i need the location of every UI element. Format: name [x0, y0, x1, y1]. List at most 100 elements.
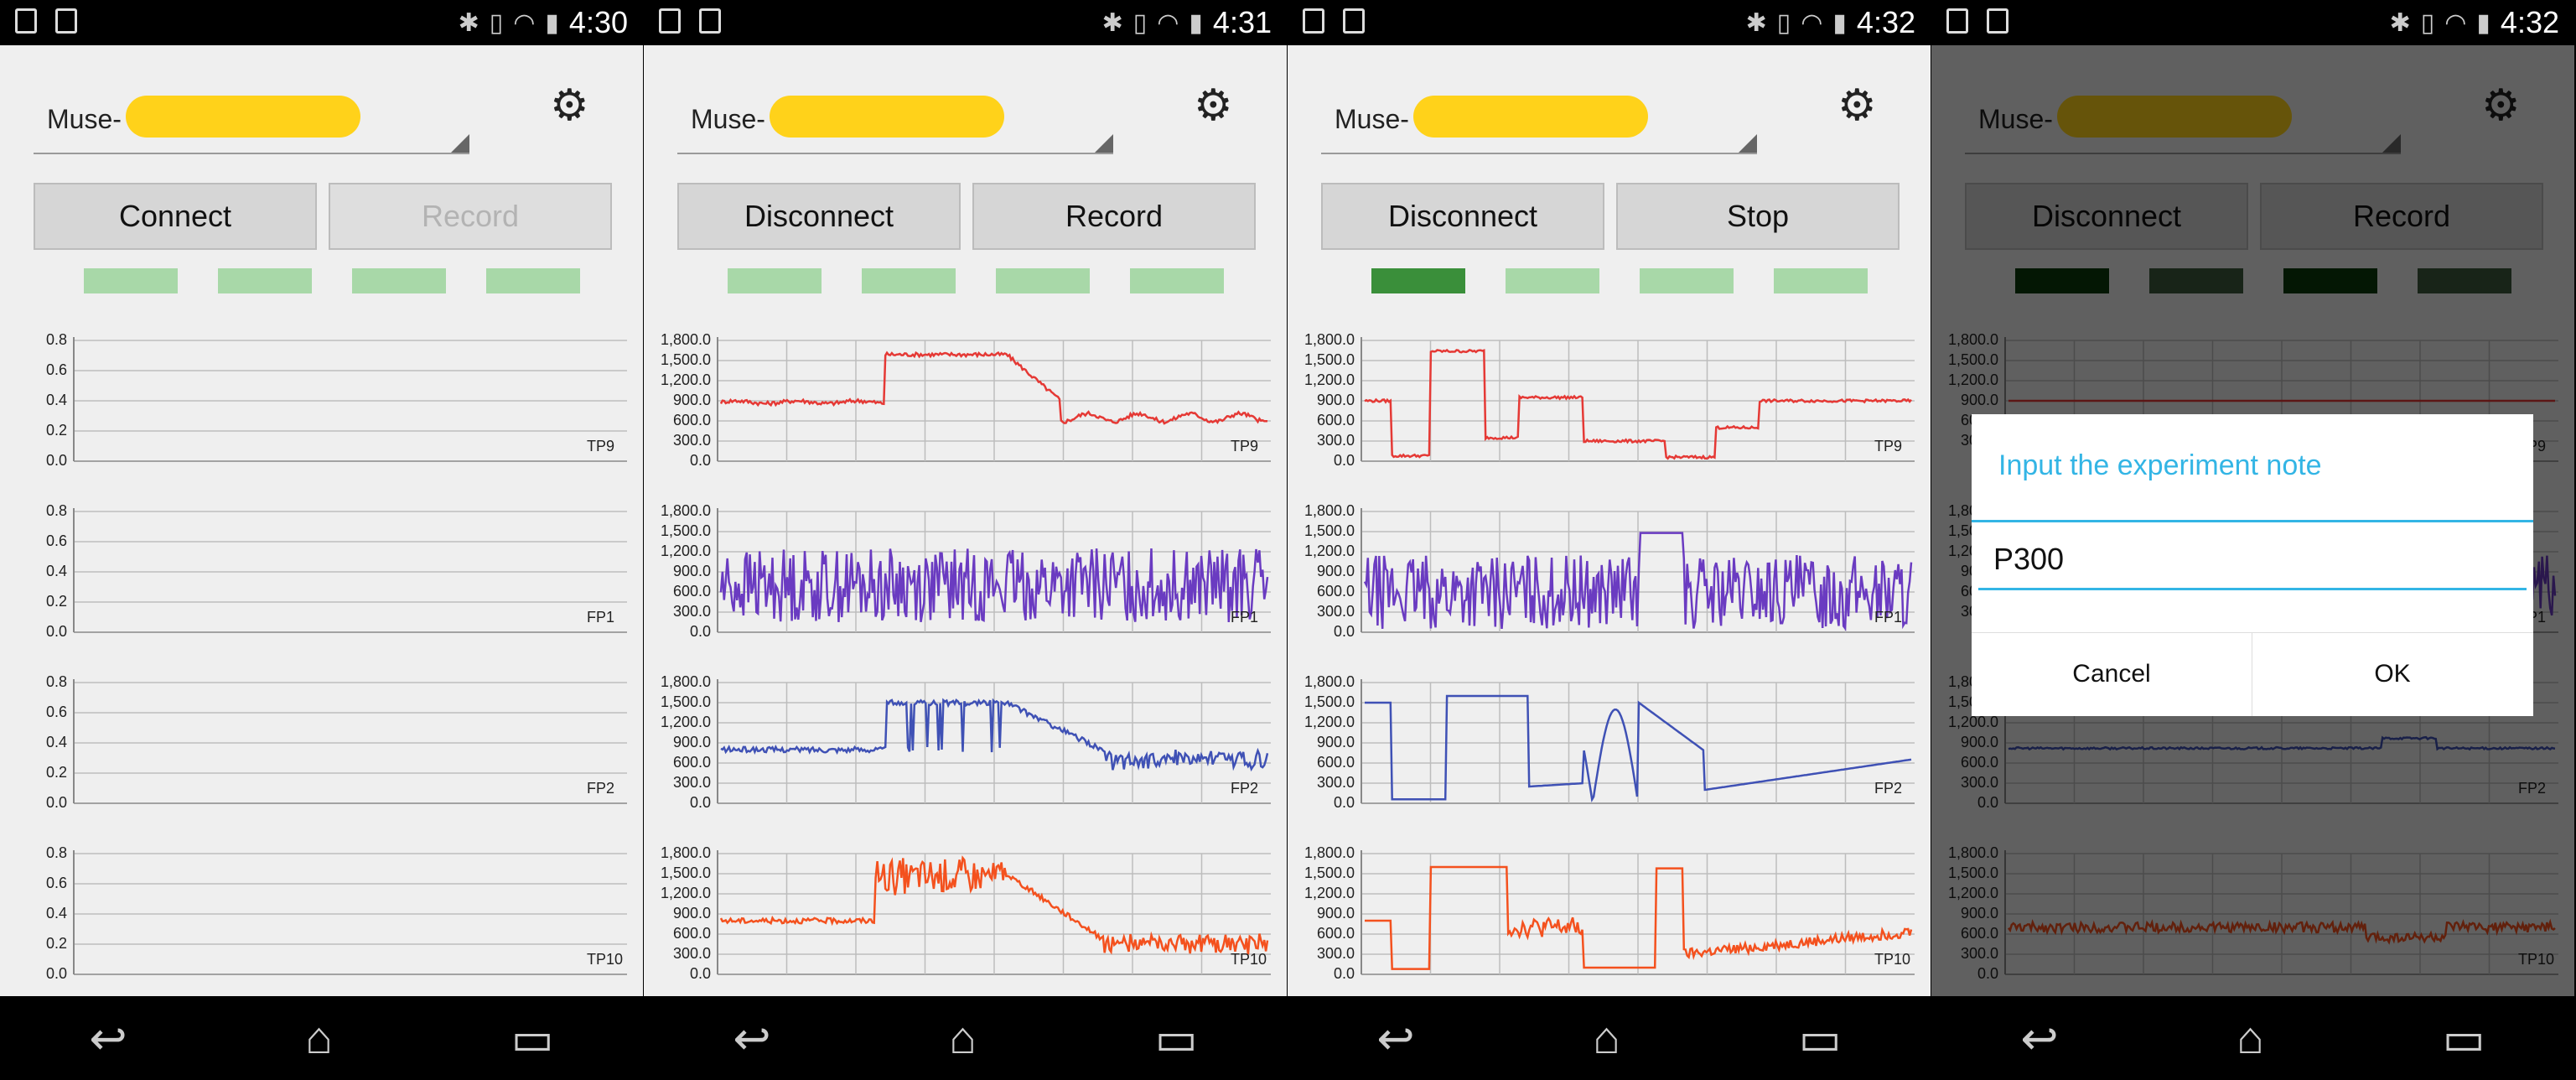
dialog-title: Input the experiment note	[1998, 449, 2322, 481]
wifi-icon: ◠	[2444, 8, 2467, 37]
device-spinner[interactable]: Muse-	[34, 86, 469, 154]
home-icon[interactable]: ⌂	[1593, 1013, 1620, 1063]
y-tick-label: 0.0	[689, 452, 711, 469]
home-icon[interactable]: ⌂	[949, 1013, 977, 1063]
recents-icon[interactable]: ▭	[1798, 1013, 1842, 1064]
device-label: Muse-	[691, 104, 765, 134]
chart-plot	[73, 508, 627, 633]
signal-line-tp10	[1365, 865, 1913, 970]
recents-icon[interactable]: ▭	[2442, 1013, 2485, 1064]
back-icon[interactable]: ↩	[1376, 1013, 1415, 1064]
device-spinner[interactable]: Muse-	[1321, 86, 1757, 154]
y-tick-label: 1,500.0	[1304, 865, 1355, 881]
y-tick-label: 300.0	[672, 774, 711, 791]
y-tick-label: 300.0	[672, 432, 711, 449]
vibrate-icon: ▯	[489, 8, 504, 37]
y-tick-label: 1,500.0	[660, 865, 711, 881]
wifi-icon: ◠	[1801, 8, 1823, 37]
status-bar: ✱ ▯ ◠ ▮ 4:30	[0, 0, 643, 45]
y-tick-label: 0.2	[45, 593, 67, 610]
status-bar: ✱ ▯ ◠ ▮ 4:31	[644, 0, 1287, 45]
vibrate-icon: ▯	[2420, 8, 2435, 37]
channel-label: FP2	[587, 780, 615, 797]
sensor-indicator-1	[84, 268, 178, 293]
channel-label: FP1	[1231, 609, 1259, 626]
status-left-icons	[659, 8, 721, 34]
clock: 4:32	[1856, 5, 1915, 39]
home-icon[interactable]: ⌂	[2237, 1013, 2264, 1063]
bluetooth-icon: ✱	[458, 8, 479, 37]
record-button[interactable]: Record	[972, 183, 1256, 250]
gear-icon[interactable]: ⚙	[1194, 81, 1233, 130]
channel-label: TP10	[1874, 951, 1911, 968]
wifi-icon: ◠	[513, 8, 536, 37]
y-tick-label: 900.0	[1316, 905, 1355, 922]
y-tick-label: 1,800.0	[660, 502, 711, 519]
y-tick-label: 600.0	[1316, 925, 1355, 942]
sensor-indicator-1	[1371, 268, 1465, 293]
dropdown-corner-icon	[451, 134, 469, 153]
battery-icon: ▮	[1832, 8, 1847, 37]
y-tick-label: 0.0	[1333, 452, 1355, 469]
y-tick-label: 300.0	[1316, 603, 1355, 620]
disconnect-button[interactable]: Disconnect	[677, 183, 961, 250]
y-tick-label: 1,800.0	[660, 673, 711, 690]
back-icon[interactable]: ↩	[89, 1013, 127, 1064]
y-tick-label: 900.0	[1316, 563, 1355, 579]
y-tick-label: 600.0	[1316, 412, 1355, 428]
y-tick-label: 1,500.0	[1304, 351, 1355, 368]
chart-tp10: 1,800.0 1,500.0 1,200.0 900.0 600.0 300.0 0.0 T…	[1288, 844, 1931, 1008]
y-tick-label: 0.8	[45, 844, 67, 861]
status-left-icons	[15, 8, 77, 34]
status-bar: ✱ ▯ ◠ ▮ 4:32	[1288, 0, 1931, 45]
download-icon	[659, 8, 681, 34]
sensor-indicator-4	[1130, 268, 1224, 293]
channel-label: FP1	[1874, 609, 1903, 626]
gear-icon[interactable]: ⚙	[1837, 81, 1877, 130]
chart-fp1: 0.8 0.6 0.4 0.2 0.0 FP1	[0, 502, 643, 666]
back-icon[interactable]: ↩	[733, 1013, 771, 1064]
y-tick-label: 0.0	[689, 965, 711, 982]
y-tick-label: 600.0	[672, 412, 711, 428]
y-tick-label: 1,200.0	[1304, 714, 1355, 730]
redaction-mark	[770, 96, 1004, 138]
navigation-bar: ↩ ⌂ ▭	[644, 996, 1287, 1080]
sensor-indicator-3	[1640, 268, 1734, 293]
download-icon	[1303, 8, 1324, 34]
y-tick-label: 0.0	[45, 965, 67, 982]
cancel-button[interactable]: Cancel	[2072, 660, 2151, 688]
signal-line-tp9	[719, 350, 1268, 425]
barcode-icon	[1987, 8, 2008, 34]
sensor-indicator-2	[1506, 268, 1599, 293]
y-tick-label: 1,800.0	[1304, 502, 1355, 519]
bluetooth-icon: ✱	[1101, 8, 1123, 37]
chart-plot	[1361, 679, 1915, 804]
device-spinner[interactable]: Muse-	[677, 86, 1113, 154]
home-icon[interactable]: ⌂	[305, 1013, 333, 1063]
connect-button[interactable]: Connect	[34, 183, 317, 250]
clock: 4:31	[1212, 5, 1272, 39]
channel-label: TP10	[587, 951, 624, 968]
chart-plot	[717, 850, 1271, 975]
recents-icon[interactable]: ▭	[511, 1013, 554, 1064]
bluetooth-icon: ✱	[1745, 8, 1767, 37]
disconnect-button[interactable]: Disconnect	[1321, 183, 1604, 250]
battery-icon: ▮	[1189, 8, 1203, 37]
y-tick-label: 300.0	[1316, 774, 1355, 791]
y-tick-label: 1,800.0	[1304, 331, 1355, 348]
back-icon[interactable]: ↩	[2020, 1013, 2059, 1064]
y-tick-label: 0.6	[45, 361, 67, 378]
signal-line-fp1	[1363, 532, 1913, 631]
y-tick-label: 1,200.0	[660, 371, 711, 388]
ok-button[interactable]: OK	[2374, 660, 2411, 688]
y-tick-label: 1,500.0	[1304, 693, 1355, 710]
y-tick-label: 0.2	[45, 764, 67, 781]
gear-icon[interactable]: ⚙	[550, 81, 589, 130]
stop-button[interactable]: Stop	[1616, 183, 1900, 250]
recents-icon[interactable]: ▭	[1154, 1013, 1198, 1064]
y-tick-label: 0.6	[45, 875, 67, 891]
signal-line-fp2	[720, 698, 1269, 772]
y-tick-label: 300.0	[672, 945, 711, 962]
experiment-note-input[interactable]: P300	[1978, 532, 2527, 590]
channel-label: TP9	[587, 438, 615, 454]
